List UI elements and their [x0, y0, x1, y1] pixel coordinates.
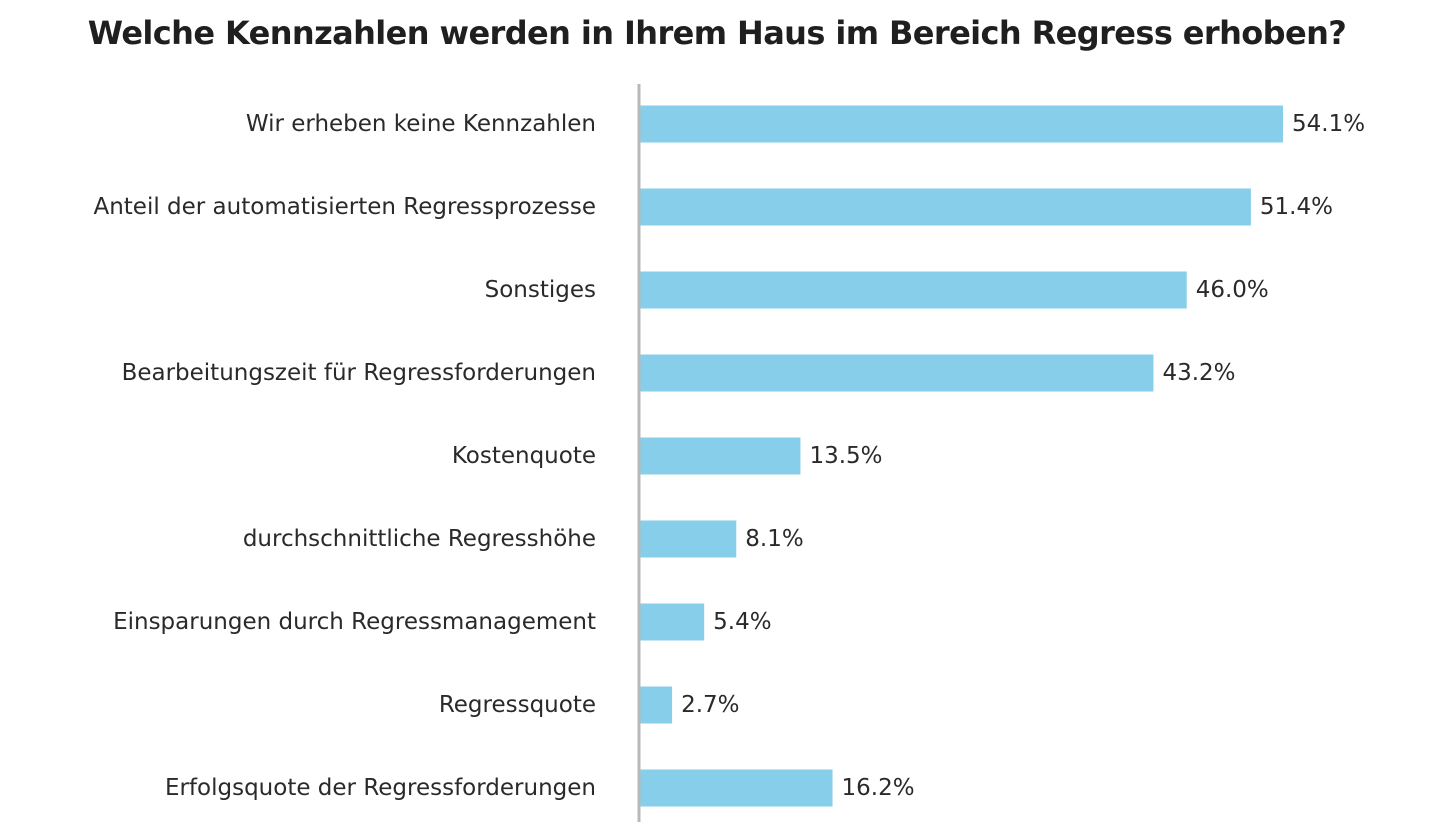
value-label: 51.4%: [1260, 194, 1333, 220]
category-label: Anteil der automatisierten Regressprozes…: [93, 194, 596, 220]
bars-layer: [640, 105, 1283, 807]
value-label: 5.4%: [713, 609, 771, 635]
category-label: Wir erheben keine Kennzahlen: [246, 111, 596, 137]
bar-5: [640, 520, 737, 558]
bar-7: [640, 686, 673, 724]
value-label: 2.7%: [681, 692, 739, 718]
category-label: Erfolgsquote der Regressforderungen: [165, 775, 596, 801]
labels-layer: Wir erheben keine Kennzahlen 54.1% Anteil …: [93, 111, 1365, 801]
bar-0: [640, 105, 1283, 143]
value-label: 8.1%: [745, 526, 803, 552]
bar-3: [640, 354, 1154, 392]
category-label: Kostenquote: [452, 443, 596, 469]
value-label: 13.5%: [809, 443, 882, 469]
bar-1: [640, 188, 1251, 226]
category-label: Bearbeitungszeit für Regressforderungen: [122, 360, 596, 386]
bar-4: [640, 437, 801, 475]
bar-2: [640, 271, 1187, 309]
value-label: 16.2%: [842, 775, 915, 801]
value-label: 46.0%: [1196, 277, 1269, 303]
value-label: 54.1%: [1292, 111, 1365, 137]
category-label: Regressquote: [439, 692, 596, 718]
chart-title: Welche Kennzahlen werden in Ihrem Haus i…: [87, 14, 1347, 52]
bar-8: [640, 769, 833, 807]
category-label: Sonstiges: [485, 277, 596, 303]
bar-6: [640, 603, 705, 641]
value-label: 43.2%: [1162, 360, 1235, 386]
category-label: Einsparungen durch Regressmanagement: [113, 609, 596, 635]
category-label: durchschnittliche Regresshöhe: [243, 526, 596, 552]
